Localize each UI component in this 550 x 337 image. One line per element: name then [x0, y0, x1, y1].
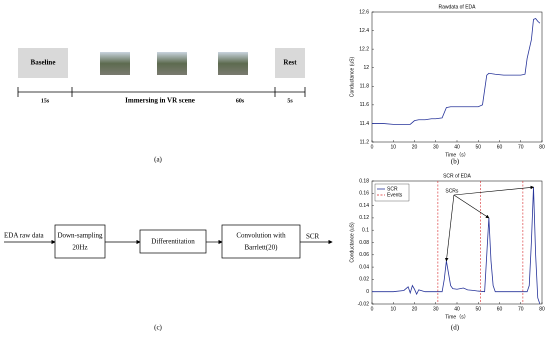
baseline-label: Baseline [31, 59, 56, 67]
x-tick-label: 20 [412, 144, 418, 150]
y-tick-label: 0.08 [359, 240, 369, 246]
annotation-arrow [444, 194, 455, 262]
y-tick-label: 12.2 [359, 46, 369, 52]
y-tick-label: 0.06 [359, 252, 369, 258]
x-tick-label: 80 [539, 306, 545, 312]
x-axis-label: Time（s） [445, 152, 468, 158]
y-tick-label: 12.6 [359, 9, 369, 15]
vr-image [157, 52, 187, 75]
y-tick-label: 0.1 [362, 228, 369, 234]
duration: 5s [287, 98, 293, 104]
annotation-arrow [453, 194, 490, 219]
phase-label: Immersing in VR scene [125, 97, 195, 105]
x-tick-label: 0 [371, 144, 374, 150]
y-tick-label: 0.14 [359, 203, 369, 209]
step-label: Barrlett(20) [244, 244, 278, 252]
rest-box [275, 48, 305, 78]
x-axis-label: Time（s） [445, 314, 468, 320]
data-line [372, 187, 541, 305]
chart-title: Rawdata of EDA [439, 4, 477, 10]
timeline: Baseline Rest 15s Immersing in VR scene … [17, 48, 306, 164]
y-tick-label: 0.16 [359, 191, 369, 197]
legend-label: SCR [387, 186, 398, 192]
x-tick-label: 80 [539, 144, 545, 150]
x-tick-label: 10 [390, 306, 396, 312]
data-line [372, 18, 541, 125]
step-label: Down-sampling [57, 232, 103, 240]
caption: (a) [154, 156, 162, 164]
plot-frame [371, 11, 543, 143]
x-tick-label: 70 [518, 144, 524, 150]
step-label: Differentitation [151, 238, 195, 246]
pipeline: EDA raw data Down-sampling 20Hz Differen… [4, 158, 460, 332]
x-tick-label: 60 [497, 306, 503, 312]
pipeline-output: SCR [306, 233, 320, 241]
step-label: Convolution with [236, 232, 286, 240]
x-tick-label: 40 [454, 306, 460, 312]
caption: (b) [451, 158, 460, 166]
x-tick-label: 10 [390, 144, 396, 150]
duration: 60s [236, 98, 245, 104]
x-tick-label: 70 [518, 306, 524, 312]
caption: (d) [451, 324, 460, 332]
y-tick-label: 0.02 [359, 277, 369, 283]
x-tick-label: 40 [454, 144, 460, 150]
y-tick-label: 0 [366, 289, 369, 295]
step-box [139, 229, 207, 254]
annotation-arrow [453, 185, 535, 196]
y-tick-label: 0.12 [359, 215, 369, 221]
y-axis-label: Conductance (uS) [349, 57, 355, 98]
step-label: 20Hz [72, 244, 87, 252]
x-tick-label: 30 [433, 306, 439, 312]
rest-label: Rest [283, 59, 297, 67]
x-tick-label: 30 [433, 144, 439, 150]
chart: SCR of EDA Time（s） Conductance (uS) 0 10 20 30… [349, 173, 545, 320]
legend-box [374, 183, 410, 202]
x-tick-label: 60 [497, 144, 503, 150]
vr-image [100, 52, 130, 75]
baseline-box [18, 48, 68, 78]
y-axis-label: Conductance (uS) [349, 222, 355, 263]
x-tick-label: 20 [412, 306, 418, 312]
vr-image [218, 52, 248, 75]
x-tick-label: 50 [475, 144, 481, 150]
y-tick-label: 12.4 [359, 28, 369, 34]
caption: (c) [154, 324, 162, 332]
y-tick-label: 0.18 [359, 178, 369, 184]
x-tick-label: 50 [475, 306, 481, 312]
annotation: SCRs [445, 188, 459, 194]
y-tick-label: 11.6 [360, 102, 370, 108]
pipeline-input: EDA raw data [4, 232, 45, 240]
chart: Rawdata of EDA Time（s） Conductance (uS) 0 10… [349, 4, 545, 158]
x-tick-label: 0 [371, 306, 374, 312]
y-tick-label: 12 [363, 65, 369, 71]
step-box [221, 224, 301, 259]
y-tick-label: -0.02 [358, 301, 370, 307]
y-tick-label: 11.2 [360, 139, 370, 145]
y-tick-label: 11.8 [360, 84, 370, 90]
step-box [54, 224, 106, 259]
y-tick-label: 11.4 [360, 121, 370, 127]
chart-title: SCR of EDA [443, 173, 471, 179]
y-tick-label: 0.04 [359, 264, 369, 270]
duration: 15s [41, 98, 50, 104]
legend-label: Events [387, 192, 403, 198]
